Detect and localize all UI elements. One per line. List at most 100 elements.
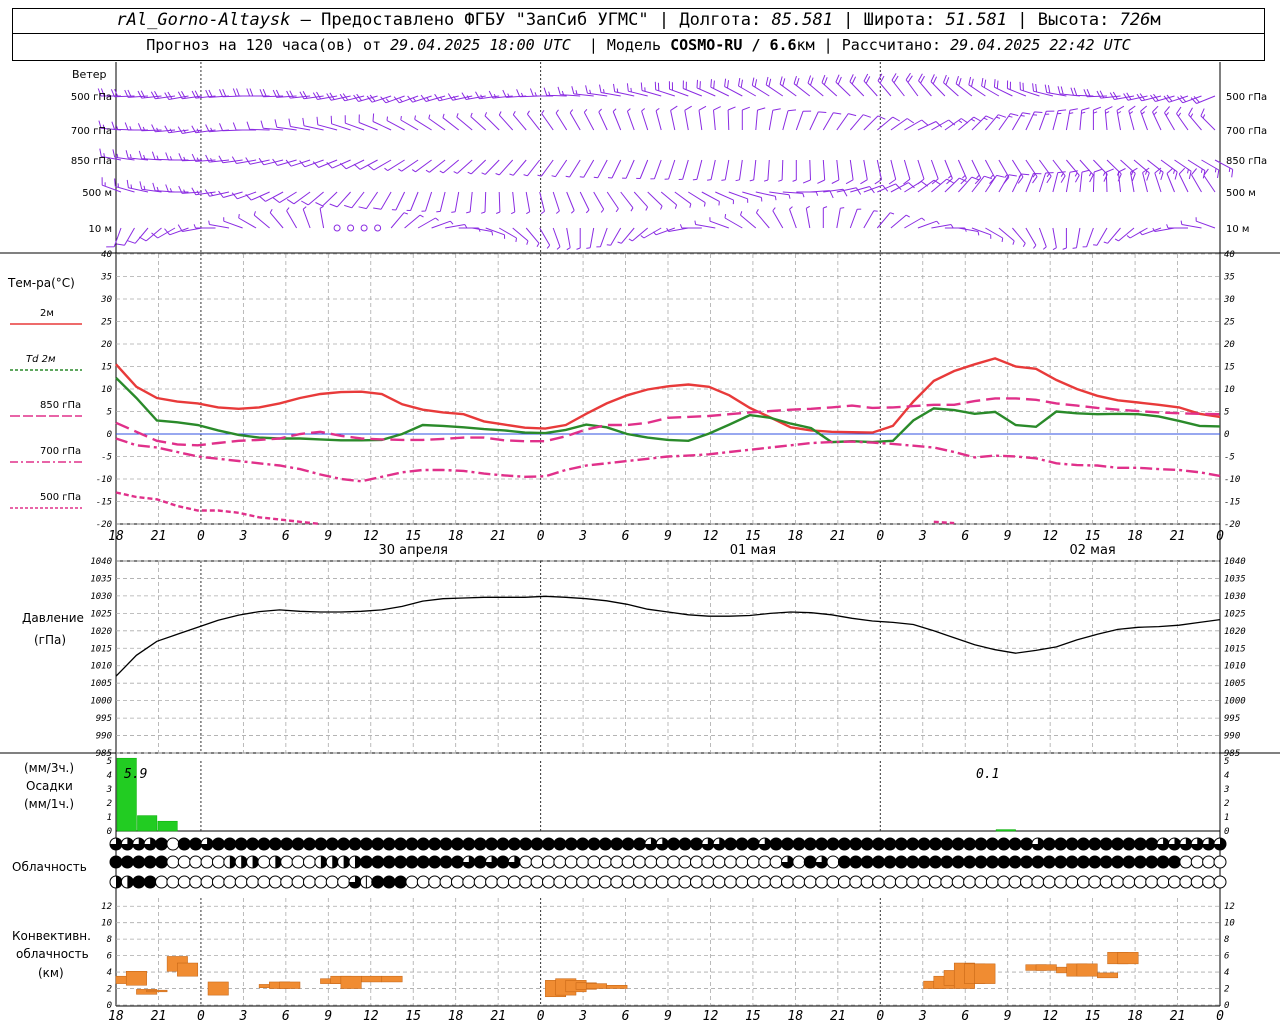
pres-ytick-right: 1035 <box>1224 574 1246 584</box>
cloud-circle <box>1122 875 1136 889</box>
wind-barb <box>863 115 886 131</box>
wind-barb <box>835 74 851 97</box>
wind-barb <box>740 211 757 229</box>
wind-barb <box>985 227 1004 242</box>
wind-barb <box>127 227 149 244</box>
altitude-value: 726 <box>1119 10 1151 30</box>
pressure-line <box>115 595 1221 677</box>
cloud-fill <box>189 838 202 850</box>
cloud-circle <box>280 855 294 869</box>
temp-xtick: 15 <box>405 529 421 544</box>
wind-barb <box>1052 109 1067 131</box>
wind-barb <box>579 191 590 214</box>
cloud-circle <box>610 875 624 889</box>
cloud-circle <box>678 875 692 889</box>
wind-barb <box>373 191 392 210</box>
temp-series-1 <box>115 376 1221 444</box>
wind-barb <box>728 191 749 203</box>
wind-barb <box>569 109 581 131</box>
cloud-circle <box>1156 875 1170 889</box>
temp-legend-label: 700 гПа <box>40 446 81 457</box>
wind-barb <box>510 191 516 215</box>
cloud-circle <box>496 875 510 889</box>
wind-barb <box>641 108 649 131</box>
wind-barb <box>943 74 959 97</box>
wind-barb <box>1116 105 1125 131</box>
wind-barb <box>807 75 824 97</box>
cloud-circle <box>678 855 692 869</box>
precip-unit-1h: (мм/1ч.) <box>24 797 74 811</box>
conv-xtick: 12 <box>363 1009 379 1024</box>
pres-ytick-left: 990 <box>96 732 112 742</box>
wind-barb <box>779 76 797 97</box>
temp-ytick-right: -20 <box>1224 520 1240 530</box>
temp-xtick: 21 <box>830 529 846 544</box>
pres-ytick-left: 1010 <box>90 662 112 672</box>
cloud-fill <box>1111 856 1124 868</box>
cloud-fill <box>531 838 544 850</box>
convective-bar <box>606 984 628 989</box>
wind-barb <box>1062 228 1067 250</box>
wind-barb <box>903 159 911 185</box>
cloud-fill <box>849 856 862 868</box>
wind-barb <box>805 205 811 229</box>
wind-barb <box>876 116 900 131</box>
cloud-circle <box>1202 855 1216 869</box>
cloud-circle <box>689 855 703 869</box>
prec-ytick-right: 4 <box>1224 771 1229 781</box>
cloud-fill <box>622 838 635 850</box>
temp-ytick-right: 0 <box>1224 430 1229 440</box>
wind-barb <box>565 159 581 178</box>
cloud-circle <box>337 875 351 889</box>
precip-bar <box>995 829 1016 832</box>
cloud-circle <box>1054 875 1068 889</box>
wind-barb <box>1079 159 1094 183</box>
cloud-fill <box>121 856 134 868</box>
wind-barb <box>272 158 297 166</box>
cloud-circle <box>257 855 271 869</box>
model-unit: км <box>796 36 815 54</box>
wind-barb <box>512 110 527 131</box>
wind-barb <box>177 126 203 134</box>
cloud-fill <box>565 838 578 850</box>
cloud-fill <box>576 838 589 850</box>
wind-barb <box>664 159 676 180</box>
wind-barb <box>204 189 230 197</box>
cloud-circle <box>701 875 715 889</box>
cloud-fill <box>701 838 714 850</box>
cloud-circle <box>644 875 658 889</box>
wind-barb <box>971 175 992 193</box>
cloud-circle <box>428 875 442 889</box>
temp-ytick-left: 15 <box>101 363 112 373</box>
wind-barb <box>1140 105 1148 131</box>
temp-xtick: 6 <box>282 529 290 544</box>
wind-barb <box>380 95 405 104</box>
temp-ytick-left: 40 <box>101 250 112 260</box>
cloud-fill <box>343 856 350 868</box>
wind-barb <box>315 191 338 207</box>
wind-barb <box>795 110 812 131</box>
cloud-circle <box>689 875 703 889</box>
cloud-fill <box>940 856 953 868</box>
wind-barb <box>793 75 811 97</box>
cloud-circle <box>1076 875 1090 889</box>
temp-xtick: 21 <box>151 529 167 544</box>
cloud-fill <box>838 838 851 850</box>
temp-ytick-right: 25 <box>1224 318 1235 328</box>
wind-barb <box>890 214 910 229</box>
wind-barb <box>164 91 189 100</box>
wind-barb <box>223 217 243 229</box>
precip-bar <box>137 815 158 832</box>
cloud-fill <box>1031 838 1044 850</box>
cloud-fill <box>872 856 885 868</box>
wind-barb <box>299 91 324 100</box>
cloud-circle <box>519 875 533 889</box>
cloud-circle <box>234 875 248 889</box>
wind-barb <box>208 220 230 229</box>
wind-barb <box>286 191 311 205</box>
wind-barb <box>232 122 257 131</box>
wind-barb <box>451 191 460 213</box>
conv-unit: (км) <box>38 966 64 980</box>
cloud-fill <box>332 856 339 868</box>
wind-barb <box>319 205 325 229</box>
